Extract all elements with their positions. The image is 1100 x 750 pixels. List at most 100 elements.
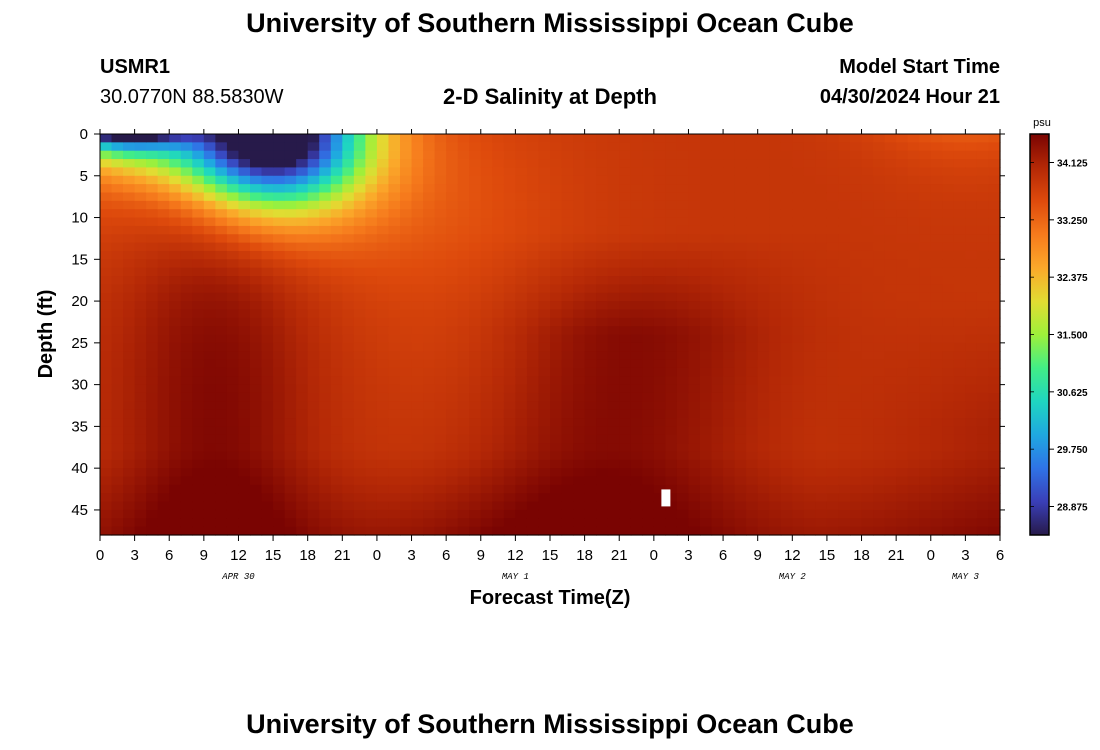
heatmap-cell [169,200,182,210]
heatmap-cell [238,443,251,453]
heatmap-cell [492,134,505,143]
heatmap-cell [538,476,551,486]
heatmap-cell [492,334,505,344]
heatmap-cell [423,484,436,494]
heatmap-cell [169,276,182,285]
heatmap-cell [203,384,216,394]
heatmap-cell [434,267,447,277]
heatmap-cell [607,175,620,185]
heatmap-cell [376,225,390,235]
heatmap-cell [653,167,666,177]
heatmap-cell [907,334,920,344]
heatmap-cell [134,526,147,536]
heatmap-cell [423,284,436,294]
heatmap-cell [815,426,828,436]
heatmap-cell [861,225,874,235]
heatmap-cell [388,484,401,494]
heatmap-cell [930,342,943,352]
x-tick-label: 9 [200,547,208,564]
x-tick-label: 6 [165,547,173,564]
heatmap-cell [884,376,897,386]
heatmap-cell [769,309,782,319]
heatmap-cell [838,134,851,143]
heatmap-cell [307,159,320,169]
heatmap-cell [942,142,955,152]
heatmap-cell [630,426,643,436]
heatmap-cell [388,292,401,302]
heatmap-cell [515,192,528,202]
heatmap-cell [976,501,990,511]
heatmap-cell [792,159,805,169]
heatmap-cell [746,376,759,386]
heatmap-cell [619,225,632,235]
heatmap-cell [596,284,609,294]
heatmap-cell [653,359,666,369]
heatmap-cell [526,426,540,436]
heatmap-cell [930,526,943,536]
heatmap-cell [746,284,759,294]
heatmap-cell [526,526,540,536]
heatmap-cell [492,409,505,419]
heatmap-cell [792,409,805,419]
heatmap-cell [226,476,240,486]
heatmap-cell [250,267,263,277]
heatmap-cell [284,493,297,503]
heatmap-cell [907,342,920,352]
heatmap-cell [988,234,1001,244]
heatmap-cell [250,459,263,469]
heatmap-cell [203,234,216,244]
heatmap-cell [665,426,678,436]
heatmap-cell [111,526,124,536]
heatmap-cell [423,301,436,311]
heatmap-cell [157,367,170,377]
heatmap-cell [146,392,159,402]
heatmap-cell [596,367,609,377]
heatmap-cell [226,301,240,311]
heatmap-cell [803,192,816,202]
heatmap-cell [434,192,447,202]
heatmap-cell [907,401,920,411]
heatmap-cell [988,376,1001,386]
heatmap-cell [515,493,528,503]
heatmap-cell [157,292,170,302]
heatmap-cell [988,526,1001,536]
heatmap-cell [850,501,863,511]
heatmap-cell [157,359,170,369]
heatmap-cell [942,526,955,536]
heatmap-cell [919,234,932,244]
heatmap-cell [192,342,205,352]
heatmap-cell [538,384,551,394]
heatmap-cell [215,217,228,227]
heatmap-cell [896,175,909,185]
heatmap-cell [930,426,943,436]
heatmap-cell [792,392,805,402]
heatmap-cell [676,426,690,436]
heatmap-cell [919,309,932,319]
heatmap-cell [376,501,390,511]
heatmap-cell [988,159,1001,169]
heatmap-cell [238,284,251,294]
heatmap-cell [826,267,840,277]
heatmap-cell [596,184,609,194]
heatmap-cell [273,526,286,536]
heatmap-cell [607,259,620,269]
heatmap-cell [284,401,297,411]
heatmap-cell [815,351,828,361]
heatmap-cell [250,184,263,194]
heatmap-cell [284,526,297,536]
heatmap-cell [457,267,470,277]
heatmap-cell [826,242,840,252]
heatmap-cell [596,359,609,369]
heatmap-cell [561,401,574,411]
heatmap-cell [100,451,113,461]
heatmap-cell [538,418,551,427]
heatmap-cell [780,518,793,528]
heatmap-cell [850,334,863,344]
heatmap-cell [896,401,909,411]
heatmap-cell [480,309,493,319]
heatmap-cell [780,301,793,311]
heatmap-cell [665,167,678,177]
heatmap-cell [203,468,216,478]
heatmap-cell [146,167,159,177]
